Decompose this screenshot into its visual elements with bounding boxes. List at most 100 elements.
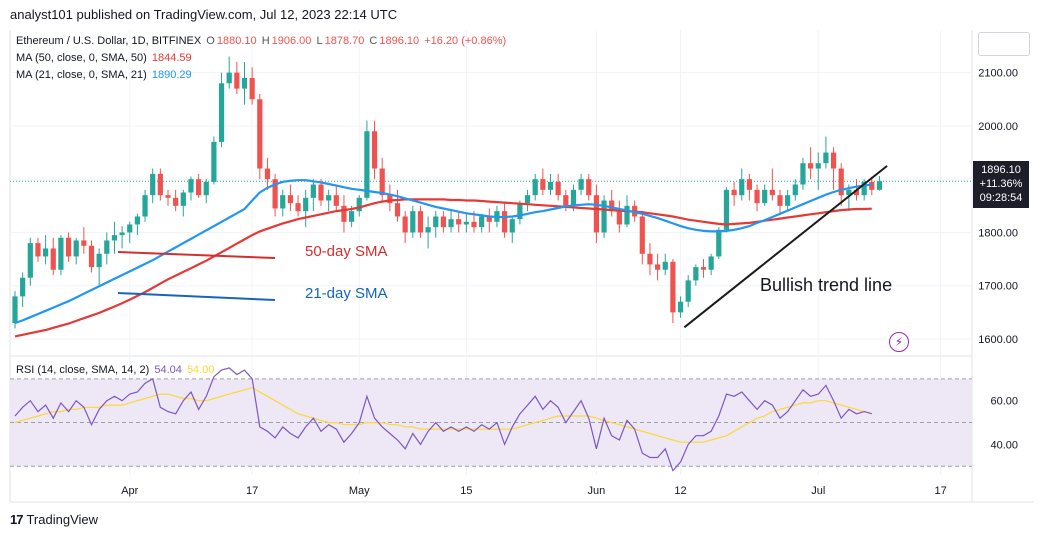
candle-body [96,253,102,268]
candle [241,61,248,105]
candle [387,184,393,212]
candle [134,213,140,236]
candle [830,147,837,190]
candle-body [249,77,255,100]
candle [218,72,225,148]
candle-body [119,232,125,236]
candle-body [142,195,148,217]
candle-body [456,219,462,225]
candle [249,67,255,105]
tradingview-logo[interactable]: 17 [10,512,24,527]
price-tick-label: 2100.00 [978,68,1018,80]
candle [425,216,431,249]
candle [150,168,156,204]
candle [226,56,232,89]
candle [655,253,661,281]
rsi-tick-label: 60.00 [990,396,1018,408]
lightning-icon[interactable]: ⚡ [889,332,909,352]
ma21-line [14,179,872,325]
candle [341,195,347,233]
candle-body [746,179,752,190]
candle [433,211,439,238]
candle-body [440,216,446,228]
candle-body [188,179,194,193]
candle [479,213,485,233]
candle-body [769,189,775,196]
candle-body [234,72,240,89]
low-value: 1878.70 [324,35,365,47]
candle-body [509,219,515,233]
candle-body [226,72,232,84]
ma21-label: MA (21, close, 0, SMA, 21) [16,69,147,81]
candle-body [295,203,301,212]
annotation-21-day-sma: 21-day SMA [305,285,388,302]
candle-body [333,195,339,206]
candle [777,189,783,214]
ma21-legend[interactable]: MA (21, close, 0, SMA, 21) 1890.29 [16,69,194,81]
ma50-label: MA (50, close, 0, SMA, 50) [16,52,147,64]
candle [234,61,240,94]
candle-body [846,189,852,196]
candle-body [65,237,72,257]
candle-body [547,181,554,190]
candle-body [593,195,599,233]
candle [326,189,332,212]
tradingview-brand[interactable]: TradingView [26,512,99,527]
price-tick-label: 1800.00 [978,227,1018,239]
candle [792,179,798,201]
candle-body [830,152,837,169]
candle-body [20,277,26,297]
candle-body [700,267,707,270]
candle [402,211,408,244]
candle-body [853,189,860,196]
symbol-legend: Ethereum / U.S. Dollar, 1D, BITFINEX O 18… [16,35,507,47]
candle-body [379,168,385,196]
candle-body [792,184,798,196]
rsi-legend[interactable]: RSI (14, close, SMA, 14, 2) 54.04 54.00 [16,364,216,376]
rsi-band [10,378,972,467]
candle-body [88,245,95,268]
candle [318,179,324,206]
bullish-trend-line [683,165,888,329]
candle-body [532,179,538,196]
candle-body [387,195,393,204]
candle [601,195,607,238]
candle [65,232,72,262]
candle-body [81,240,87,246]
price-scale-button[interactable] [978,32,1030,56]
candle [43,235,49,265]
candle [723,187,730,233]
candle [861,179,867,201]
candle-body [876,181,883,190]
candle-body [341,205,347,222]
ma50-line [14,198,872,338]
candle-body [287,195,293,204]
ma21-value: 1890.29 [151,69,192,81]
candle [593,184,599,244]
candle [448,211,454,233]
candle [264,157,271,190]
candle-body [180,192,186,206]
candle-body [150,173,156,196]
ma50-legend[interactable]: MA (50, close, 0, SMA, 50) 1844.59 [16,52,194,64]
price-badge: 1896.10 +11.36% 09:28:54 [973,161,1029,208]
candle [440,211,446,233]
candle-body [218,83,225,142]
candle [578,173,584,196]
candle-body [685,280,691,302]
badge-price: 1896.10 [981,164,1021,176]
candle [838,163,844,206]
candle-body [502,211,508,233]
candle [104,232,110,265]
candle [303,189,309,228]
candle [693,264,699,286]
candle [417,205,424,238]
price-tick-label: 1700.00 [978,281,1018,293]
candle [50,237,56,276]
change-value: +16.20 (+0.86%) [424,35,507,47]
footer: 17 TradingView [10,512,98,527]
rsi-label: RSI (14, close, SMA, 14, 2) [16,364,150,376]
candle-body [777,195,783,206]
candle [188,176,194,201]
